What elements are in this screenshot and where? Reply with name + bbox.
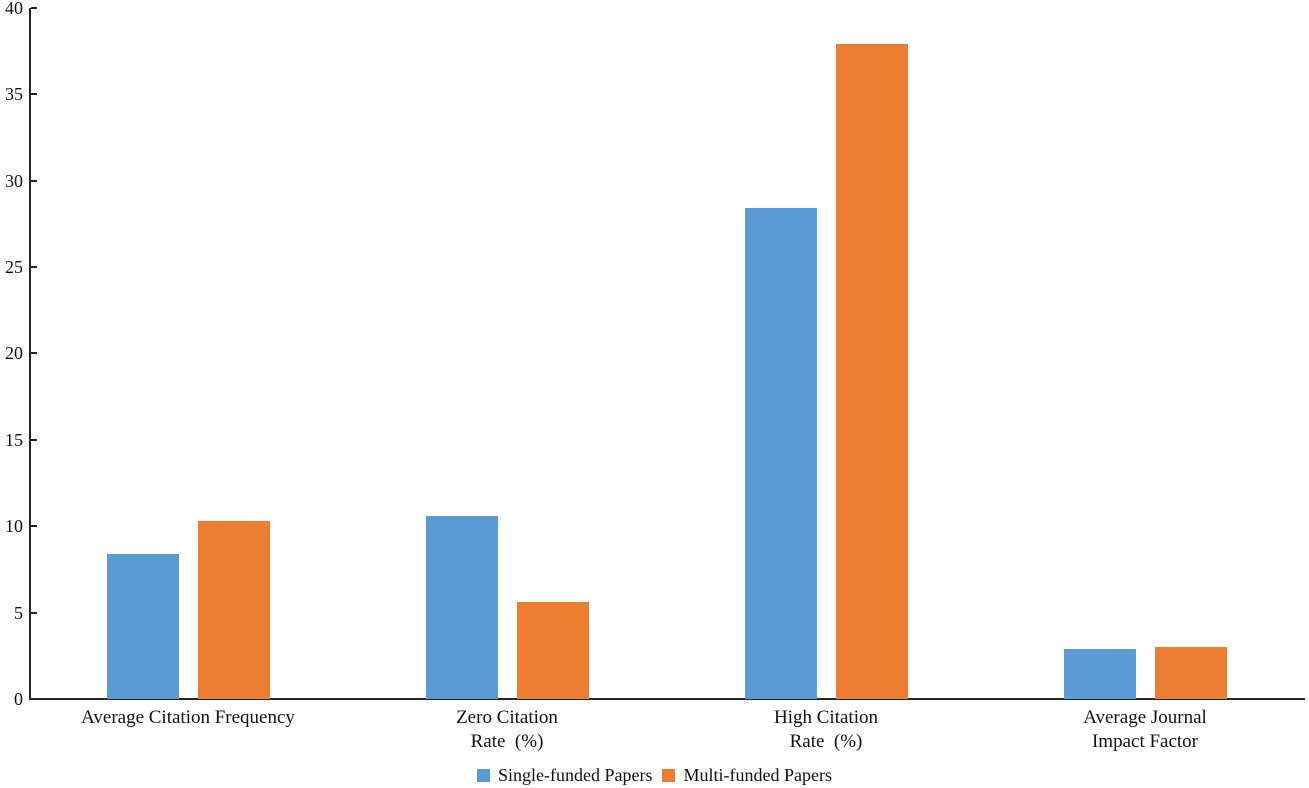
bar-multi-funded-papers-zero-citation-rate (517, 602, 589, 699)
legend-label-single-funded: Single-funded Papers (498, 764, 653, 785)
legend-item-multi-funded: Multi-funded Papers (662, 764, 832, 786)
y-tick-label-5: 5 (14, 602, 23, 623)
y-tick-label-40: 40 (5, 0, 23, 18)
category-label-average-citation-frequency: Average Citation Frequency (81, 707, 295, 728)
y-tick-mark-10 (31, 525, 37, 528)
legend-label-multi-funded: Multi-funded Papers (683, 764, 832, 785)
y-tick-mark-20 (31, 352, 37, 355)
y-tick-label-35: 35 (5, 84, 23, 105)
category-label-zero-citation-rate: Zero Citation Rate (%) (456, 707, 558, 752)
y-tick-label-15: 15 (5, 429, 23, 450)
y-tick-mark-40 (31, 6, 37, 9)
bar-multi-funded-papers-average-journal-impact-factor (1155, 647, 1227, 699)
bar-single-funded-papers-zero-citation-rate (426, 516, 498, 699)
y-tick-mark-30 (31, 179, 37, 182)
y-tick-mark-35 (31, 93, 37, 96)
y-tick-label-25: 25 (5, 257, 23, 277)
bar-single-funded-papers-average-citation-frequency (107, 554, 179, 699)
y-tick-label-0: 0 (14, 689, 23, 709)
y-tick-label-30: 30 (5, 170, 23, 191)
y-tick-mark-25 (31, 266, 37, 268)
y-tick-label-20: 20 (5, 343, 23, 364)
legend-item-single-funded: Single-funded Papers (477, 765, 652, 786)
bar-multi-funded-papers-high-citation-rate (836, 44, 908, 699)
category-label-average-journal-impact-factor: Average Journal Impact Factor (1083, 707, 1207, 752)
y-tick-label-10: 10 (5, 516, 23, 537)
x-axis-line (29, 698, 1305, 700)
bar-multi-funded-papers-average-citation-frequency (198, 521, 270, 699)
y-axis-line (29, 8, 31, 700)
y-tick-mark-5 (31, 611, 37, 614)
bar-single-funded-papers-high-citation-rate (745, 208, 817, 699)
bar-single-funded-papers-average-journal-impact-factor (1064, 649, 1136, 699)
y-tick-mark-15 (31, 438, 37, 441)
category-label-high-citation-rate: High Citation Rate (%) (774, 707, 878, 752)
legend-swatch-multi-funded (662, 768, 676, 782)
y-tick-mark-0 (31, 698, 37, 700)
legend-swatch-single-funded (477, 768, 491, 782)
legend: Single-funded Papers Multi-funded Papers (0, 762, 1309, 788)
